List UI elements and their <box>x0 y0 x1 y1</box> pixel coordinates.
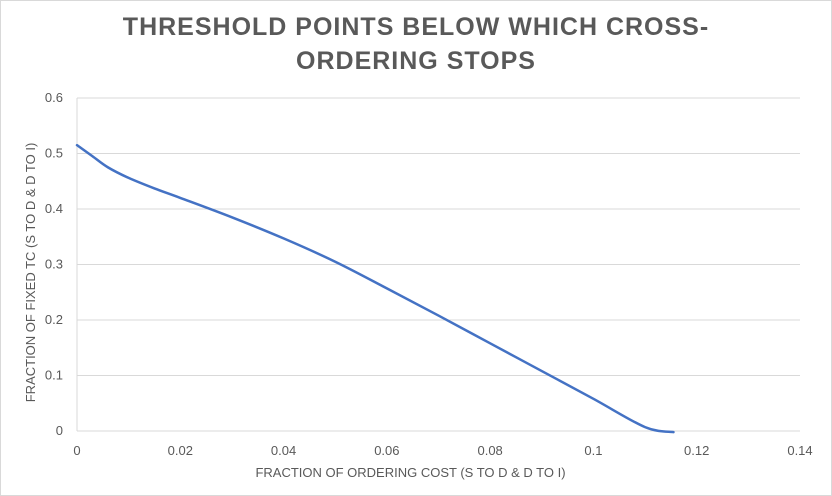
x-tick-label: 0 <box>73 443 80 458</box>
y-axis-title: FRACTION OF FIXED TC (S TO D & D TO I) <box>23 143 38 403</box>
chart-title-line-1: THRESHOLD POINTS BELOW WHICH CROSS- <box>122 13 710 41</box>
y-tick-label: 0.2 <box>45 312 63 327</box>
y-tick-label: 0.6 <box>45 90 63 105</box>
x-tick-label: 0.02 <box>168 443 193 458</box>
y-tick-label: 0.5 <box>45 146 63 161</box>
gridlines <box>77 97 800 376</box>
x-tick-label: 0.12 <box>684 443 709 458</box>
axes <box>76 98 800 432</box>
series-layer <box>75 143 675 434</box>
x-axis-title: FRACTION OF ORDERING COST (S TO D & D TO… <box>255 465 565 480</box>
y-tick-label: 0.4 <box>45 201 63 216</box>
series-line <box>75 143 675 434</box>
chart-title: THRESHOLD POINTS BELOW WHICH CROSS- ORDE… <box>0 10 832 78</box>
chart-title-line-2: ORDERING STOPS <box>296 47 536 75</box>
x-tick-label: 0.04 <box>271 443 296 458</box>
y-tick-label: 0.3 <box>45 257 63 272</box>
x-tick-label: 0.08 <box>477 443 502 458</box>
tick-labels: 0 0.1 0.2 0.3 0.4 0.5 0.6 0 0.02 0.04 0.06 0.08 0.1 0… <box>45 90 813 458</box>
x-tick-label: 0.06 <box>374 443 399 458</box>
y-tick-label: 0.1 <box>45 368 63 383</box>
y-tick-label: 0 <box>56 423 63 438</box>
x-tick-label: 0.1 <box>584 443 602 458</box>
x-tick-label: 0.14 <box>787 443 812 458</box>
